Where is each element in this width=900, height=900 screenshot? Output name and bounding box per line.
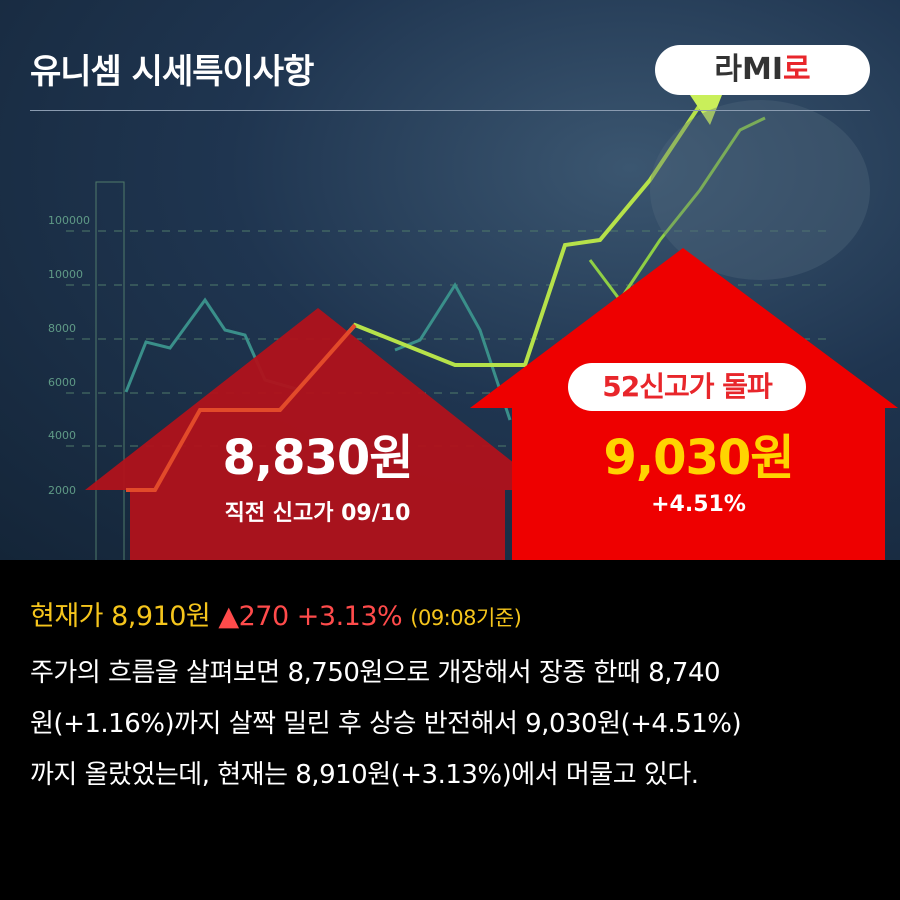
axis-tick: 100000 bbox=[48, 214, 90, 227]
description-line: 원(+1.16%)까지 살짝 밀린 후 상승 반전해서 9,030원(+4.51… bbox=[30, 709, 742, 739]
up-triangle-icon: ▲ bbox=[218, 601, 239, 632]
axis-tick: 6000 bbox=[48, 376, 76, 389]
axis-tick: 10000 bbox=[48, 268, 83, 281]
description-line: 주가의 흐름을 살펴보면 8,750원으로 개장해서 장중 한때 8,740 bbox=[30, 658, 721, 688]
axis-tick: 4000 bbox=[48, 429, 76, 442]
current-price-line: 현재가 8,910원 ▲270 +3.13% (09:08기준) bbox=[30, 594, 522, 633]
description-line: 까지 올랐었는데, 현재는 8,910원(+3.13%)에서 머물고 있다. bbox=[30, 760, 699, 790]
price-time: (09:08기준) bbox=[410, 606, 522, 630]
new-high-change: +4.51% bbox=[651, 492, 746, 517]
page-title: 유니셈 시세특이사항 bbox=[30, 52, 314, 92]
title-divider bbox=[30, 110, 870, 111]
previous-high-price: 8,830원 bbox=[222, 430, 414, 486]
new-high-badge: 52신고가 돌파 bbox=[568, 363, 806, 411]
previous-high-arrow bbox=[85, 308, 548, 560]
brand-logo: 라MI로 bbox=[655, 45, 870, 95]
previous-high-label: 직전 신고가 09/10 bbox=[224, 501, 411, 526]
axis-tick: 8000 bbox=[48, 322, 76, 335]
current-price: 8,910원 bbox=[111, 601, 211, 632]
hero-banner: 100000 10000 8000 6000 4000 2000 유니셈 시세특… bbox=[0, 0, 900, 560]
price-change-percent: +3.13% bbox=[296, 601, 403, 632]
current-price-label: 현재가 bbox=[30, 601, 104, 632]
new-high-price: 9,030원 bbox=[603, 430, 795, 486]
axis-tick: 2000 bbox=[48, 484, 76, 497]
price-change: 270 bbox=[238, 601, 290, 632]
